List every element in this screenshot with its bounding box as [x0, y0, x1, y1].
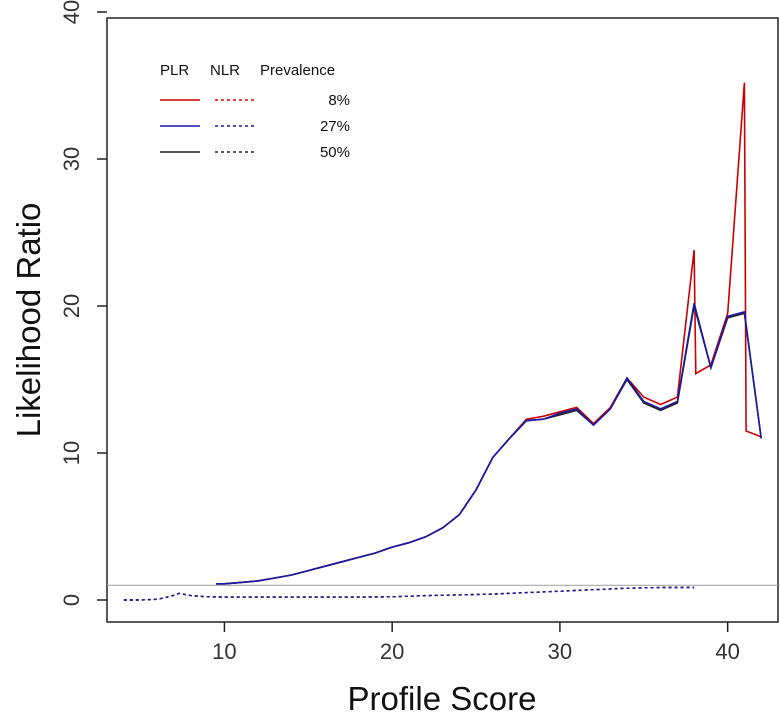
y-tick-label: 10: [59, 441, 84, 465]
plot-area: [107, 82, 778, 601]
plr-line-27pct: [216, 302, 762, 585]
y-axis: 0 10 20 30 40: [59, 0, 107, 606]
plr-line-50pct: [216, 305, 762, 585]
legend-header-prevalence: Prevalence: [260, 62, 335, 79]
x-tick-label: 40: [715, 639, 739, 664]
x-tick-label: 20: [380, 639, 404, 664]
y-tick-label: 40: [59, 0, 84, 24]
plr-line-8pct: [216, 82, 762, 585]
x-tick-label: 30: [548, 639, 572, 664]
y-tick-label: 30: [59, 147, 84, 171]
legend: PLR NLR Prevalence 8% 27% 50%: [160, 62, 350, 161]
x-axis: 10 20 30 40: [212, 622, 740, 664]
x-tick-label: 10: [212, 639, 236, 664]
y-tick-label: 0: [59, 594, 84, 606]
legend-header-plr: PLR: [160, 62, 189, 79]
legend-prevalence-label: 8%: [328, 92, 350, 109]
plot-frame: [106, 17, 779, 623]
nlr-line-8pct: [123, 586, 695, 601]
y-axis-title: Likelihood Ratio: [10, 203, 47, 438]
nlr-line-50pct: [123, 586, 695, 601]
y-tick-label: 20: [59, 294, 84, 318]
nlr-line-27pct: [123, 586, 695, 601]
x-axis-title: Profile Score: [348, 680, 537, 717]
legend-prevalence-label: 50%: [320, 144, 350, 161]
legend-header-nlr: NLR: [210, 62, 240, 79]
legend-prevalence-label: 27%: [320, 118, 350, 135]
